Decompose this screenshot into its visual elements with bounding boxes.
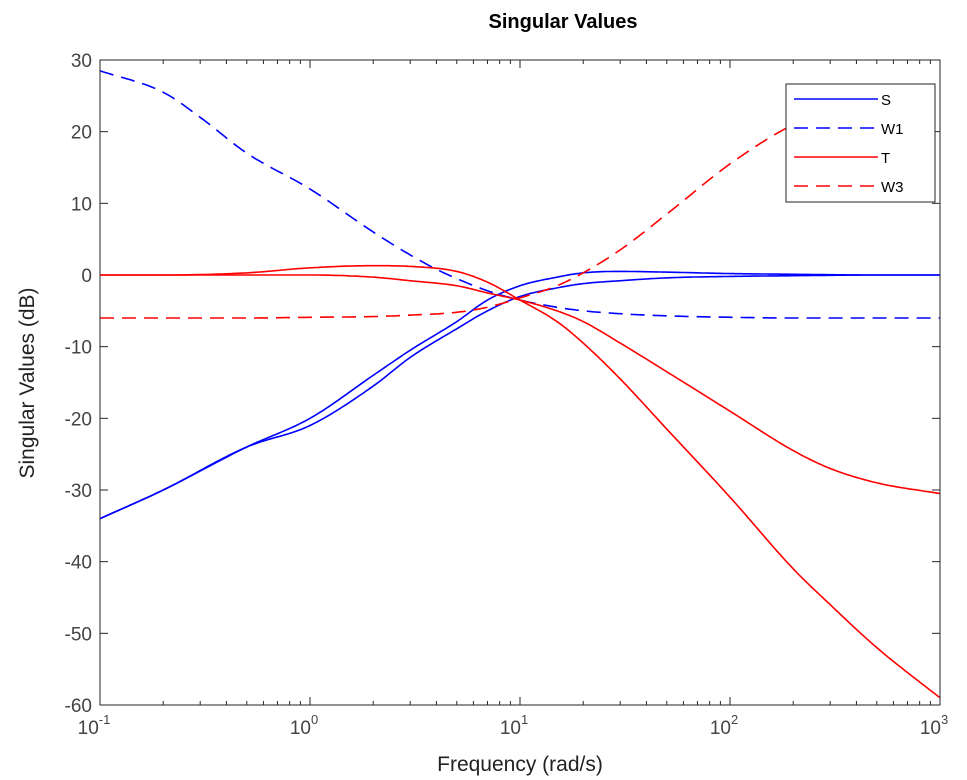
x-tick-base: 10 — [710, 718, 731, 739]
x-tick-base: 10 — [920, 718, 941, 739]
x-tick-label: 100 — [290, 712, 318, 739]
x-tick-exponent: 1 — [521, 712, 528, 727]
x-tick-base: 10 — [290, 718, 311, 739]
x-tick-label: 103 — [920, 712, 948, 739]
legend: S W1 T W3 — [785, 83, 936, 203]
x-tick-label: 10-1 — [78, 712, 111, 739]
y-tick-label: -50 — [65, 624, 92, 645]
x-tick-exponent: 2 — [731, 712, 738, 727]
y-tick-label: -60 — [65, 696, 92, 717]
series-line-t2 — [100, 274, 941, 495]
legend-label: W1 — [881, 121, 904, 138]
x-axis-label: Frequency (rad/s) — [437, 753, 603, 776]
y-tick-label: 0 — [81, 266, 92, 287]
y-tick-label: 20 — [71, 123, 92, 144]
y-axis-label: Singular Values (dB) — [16, 287, 39, 478]
legend-label: S — [881, 92, 891, 109]
y-tick-label: 30 — [71, 51, 92, 72]
x-tick-exponent: 3 — [941, 712, 948, 727]
x-tick-base: 10 — [500, 718, 521, 739]
chart-title: Singular Values — [489, 11, 638, 33]
series-line-w1 — [99, 70, 940, 319]
plot-frame — [99, 59, 941, 706]
x-tick-base: 10 — [78, 718, 99, 739]
x-tick-exponent: -1 — [99, 712, 111, 727]
y-tick-label: -30 — [65, 481, 92, 502]
x-tick-label: 101 — [500, 712, 528, 739]
legend-box — [785, 83, 936, 203]
y-tick-label: -40 — [65, 553, 92, 574]
series-layer — [99, 70, 941, 699]
legend-label: W3 — [881, 179, 904, 196]
x-tick-exponent: 0 — [311, 712, 318, 727]
y-tick-label: 10 — [71, 194, 92, 215]
x-tick-label: 102 — [710, 712, 738, 739]
series-line-s2 — [99, 274, 940, 520]
y-tick-label: -10 — [65, 338, 92, 359]
y-tick-label: -20 — [65, 409, 92, 430]
y-ticks: 30 20 10 0 -10 -20 -30 -40 -50 -60 — [65, 51, 940, 717]
legend-label: T — [881, 150, 890, 167]
